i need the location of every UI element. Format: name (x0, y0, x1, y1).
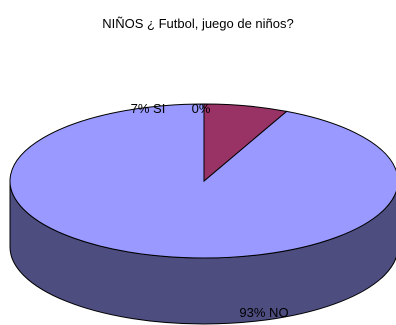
slice-label-zero: 0% (192, 101, 211, 116)
slice-label-no: 93% NO (239, 305, 288, 320)
pie-slice-no (9, 103, 396, 259)
chart-title: NIÑOS ¿ Futbol, juego de niños? (102, 16, 294, 31)
slice-label-si: 7% SI (131, 101, 166, 116)
pie-slice-si (203, 103, 288, 183)
